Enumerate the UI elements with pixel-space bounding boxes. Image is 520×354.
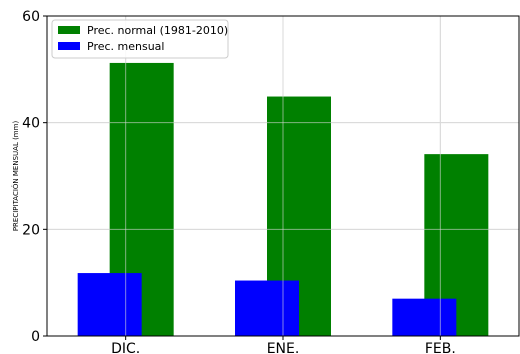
- x-axis-ticks: DIC. ENE. FEB.: [111, 336, 456, 354]
- bar-monthly: [235, 280, 299, 336]
- legend-swatch: [58, 26, 80, 34]
- legend-label: Prec. mensual: [87, 40, 164, 53]
- bar-monthly: [392, 298, 457, 336]
- bar-monthly: [77, 273, 142, 336]
- x-tick-label: ENE.: [267, 341, 300, 354]
- legend-swatch: [58, 42, 80, 50]
- y-tick-label: 40: [22, 116, 40, 132]
- x-tick-label: FEB.: [425, 341, 456, 354]
- legend-box: [51, 19, 229, 59]
- y-axis-label: PRECIPITACIÓN MENSUAL (mm): [11, 121, 20, 232]
- grid-overlay: [47, 16, 519, 336]
- bars: [47, 16, 519, 337]
- y-tick-label: 60: [22, 9, 40, 25]
- y-tick-label: 0: [31, 329, 40, 345]
- y-axis-ticks: 0 20 40 60: [22, 9, 47, 345]
- y-tick-label: 20: [22, 222, 40, 238]
- x-tick-label: DIC.: [111, 341, 140, 354]
- legend-label: Prec. normal (1981-2010): [87, 24, 228, 37]
- legend: Prec. normal (1981-2010) Prec. mensual: [51, 19, 229, 59]
